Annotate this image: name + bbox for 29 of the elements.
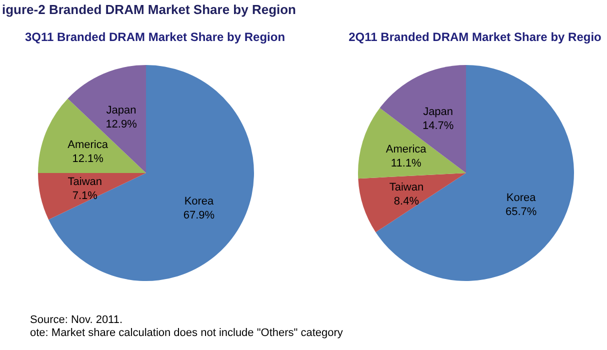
- pie-slice: [380, 65, 466, 173]
- pie-slice: [48, 65, 254, 281]
- data-label: 8.4%: [394, 195, 420, 208]
- data-label: 11.1%: [390, 158, 422, 170]
- slice-label: Taiwan: [389, 181, 424, 194]
- slice-label: Korea: [506, 192, 537, 204]
- text: ote: Market share calculation does not include "Others" category: [30, 327, 343, 339]
- data-label: 7.1%: [72, 190, 98, 202]
- data-label: 65.7%: [506, 206, 537, 218]
- pie-slice: [38, 173, 146, 220]
- slice-label: Japan: [423, 106, 454, 118]
- pie-slice: [376, 65, 574, 281]
- pie-slice: [358, 173, 466, 232]
- slice-label: Japan: [106, 104, 136, 116]
- source-note: Source: Nov. 2011.: [30, 314, 123, 326]
- data-label: 67.9%: [183, 209, 215, 222]
- slice-label: Korea: [184, 195, 215, 208]
- slice-label: Taiwan: [68, 176, 102, 188]
- chart-title: 3Q11 Branded DRAM Market Share by Region: [24, 30, 286, 44]
- data-label: 12.1%: [72, 152, 104, 165]
- text: igure-2 Branded DRAM Market Share by Region: [2, 2, 296, 17]
- chart-title: 2Q11 Branded DRAM Market Share by Regio: [348, 30, 602, 44]
- slice-label: America: [68, 138, 109, 151]
- pie-slice: [38, 98, 146, 173]
- data-label: 14.7%: [422, 120, 454, 132]
- pie-slice: [358, 108, 466, 179]
- slice-label: America: [386, 144, 428, 156]
- data-label: 12.9%: [106, 118, 138, 130]
- pie-slice: [68, 65, 146, 173]
